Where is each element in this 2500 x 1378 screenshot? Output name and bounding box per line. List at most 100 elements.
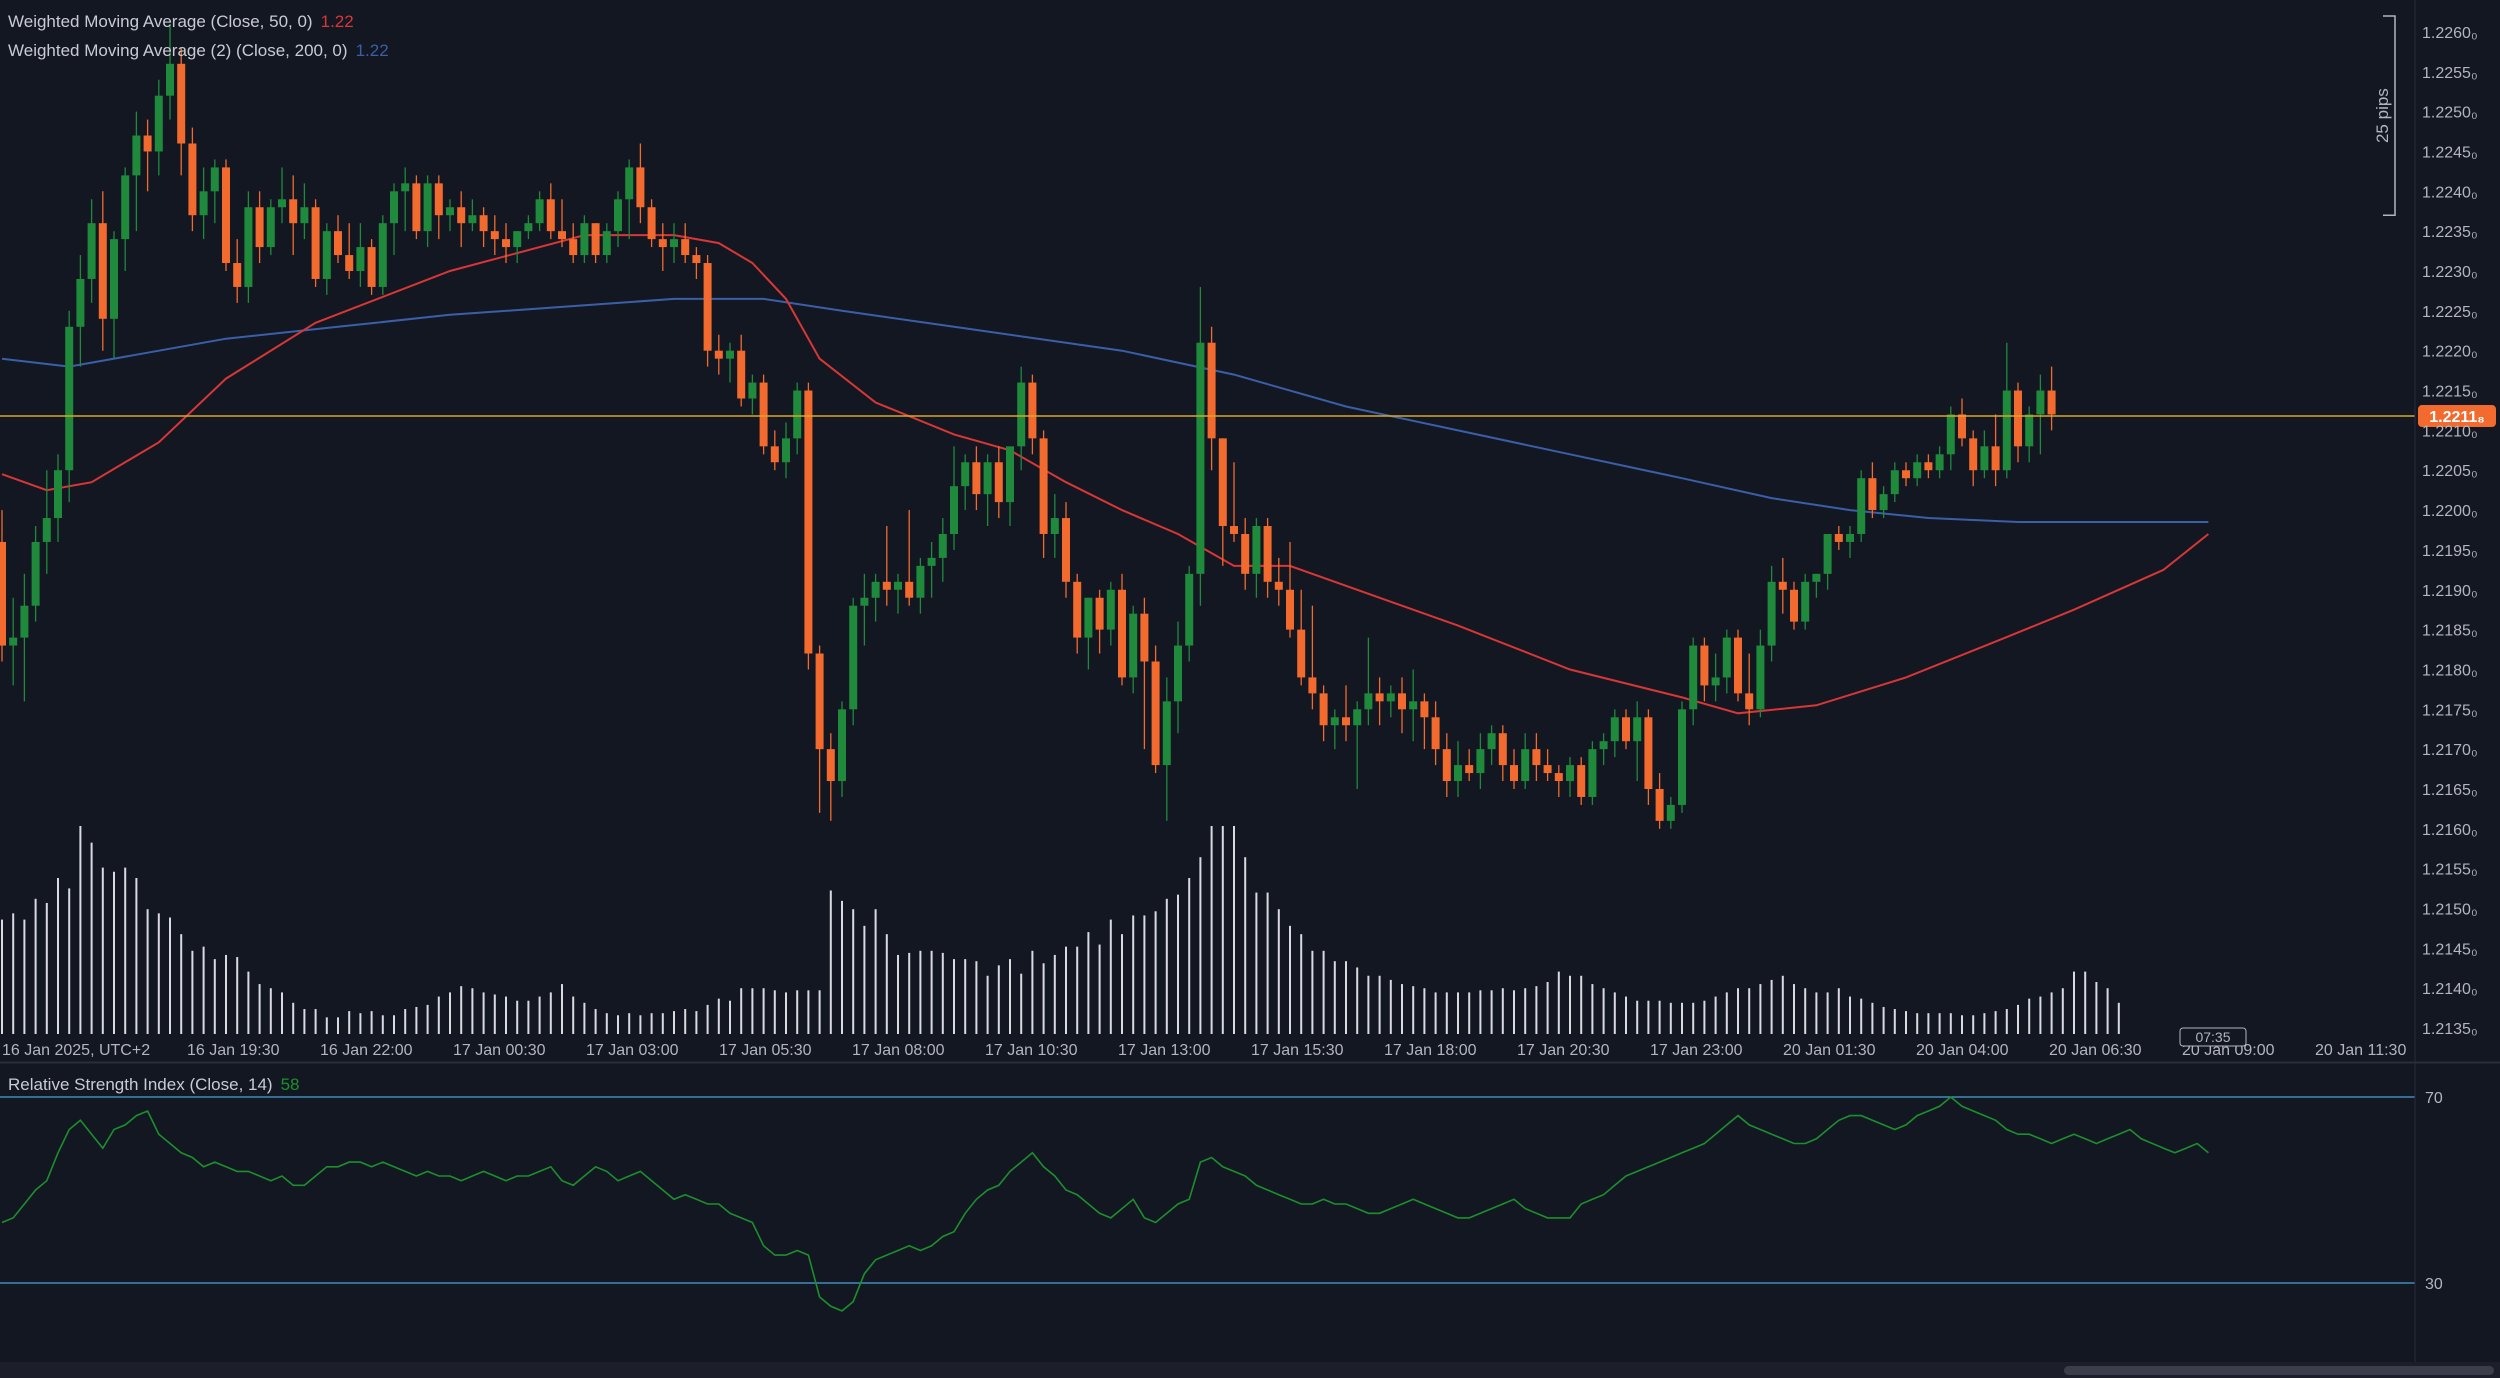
candle-body[interactable] [266,207,275,248]
candle-body[interactable] [300,207,309,224]
candle-body[interactable] [1241,533,1250,574]
candle-body[interactable] [793,390,802,439]
candle-body[interactable] [110,239,118,319]
candle-body[interactable] [1398,693,1406,710]
candle-body[interactable] [1174,645,1182,702]
candle-body[interactable] [1364,693,1373,710]
candle-body[interactable] [748,382,757,399]
candle-body[interactable] [1655,789,1664,821]
candle-body[interactable] [625,167,634,200]
candle-body[interactable] [1902,470,1910,479]
candle-body[interactable] [938,533,947,558]
candle-body[interactable] [1454,765,1462,782]
candle-body[interactable] [255,207,264,248]
candle-body[interactable] [1330,717,1339,726]
candle-body[interactable] [87,223,96,279]
candle-body[interactable] [681,239,690,256]
candle-body[interactable] [468,215,477,224]
candle-body[interactable] [983,462,992,495]
candle-body[interactable] [1767,581,1776,646]
candle-body[interactable] [54,470,62,519]
candle-body[interactable] [1207,342,1216,439]
candle-body[interactable] [961,462,970,487]
candle-body[interactable] [1980,446,1989,471]
candle-body[interactable] [1129,613,1138,678]
candle-body[interactable] [1868,478,1877,511]
candle-body[interactable] [1039,438,1048,534]
candle-body[interactable] [222,167,230,264]
candle-body[interactable] [20,605,29,638]
candle-body[interactable] [1935,454,1944,471]
candle-body[interactable] [1095,597,1104,630]
candle-body[interactable] [1162,701,1171,766]
candle-body[interactable] [177,63,186,144]
candle-body[interactable] [1633,717,1642,742]
candle-body[interactable] [782,438,790,463]
candle-body[interactable] [1017,382,1026,447]
candle-body[interactable] [345,255,354,271]
candle-body[interactable] [244,207,253,287]
candle-body[interactable] [1644,717,1653,789]
candle-body[interactable] [1734,637,1742,694]
candle-body[interactable] [1431,717,1440,750]
candle-body[interactable] [1409,701,1418,710]
candle-body[interactable] [1319,693,1328,726]
candle-body[interactable] [1521,749,1530,782]
candle-body[interactable] [770,446,779,463]
candle-body[interactable] [1890,470,1899,495]
candle-body[interactable] [826,749,835,782]
candle-body[interactable] [849,605,858,710]
candle-body[interactable] [378,223,387,287]
candle-body[interactable] [950,486,958,534]
candle-body[interactable] [1062,518,1070,582]
candle-body[interactable] [1106,589,1115,630]
candle-body[interactable] [636,167,645,208]
candle-body[interactable] [1801,581,1810,622]
candle-body[interactable] [759,382,768,447]
candle-body[interactable] [289,199,298,224]
candle-body[interactable] [1050,518,1059,534]
candle-body[interactable] [1879,494,1888,511]
candle-body[interactable] [210,167,219,192]
candle-body[interactable] [1958,414,1966,439]
candle-body[interactable] [860,597,869,606]
candle-body[interactable] [1498,733,1507,766]
candle-body[interactable] [1790,589,1798,622]
candle-body[interactable] [647,207,656,240]
candle-body[interactable] [714,350,723,359]
candle-body[interactable] [1185,573,1194,646]
candle-body[interactable] [401,183,410,192]
candle-body[interactable] [2025,414,2034,447]
candle-body[interactable] [412,183,421,232]
candle-body[interactable] [121,175,130,240]
candle-body[interactable] [1510,765,1518,782]
candle-body[interactable] [1028,382,1037,439]
candle-body[interactable] [1274,581,1283,590]
candle-body[interactable] [658,239,667,248]
candle-body[interactable] [1946,414,1955,455]
candle-body[interactable] [1812,573,1821,582]
candle-body[interactable] [1532,749,1541,766]
candle-body[interactable] [546,199,555,232]
wma50-legend[interactable]: Weighted Moving Average (Close, 50, 0) 1.… [8,12,354,32]
price-pane[interactable] [0,23,2415,1034]
candle-body[interactable] [166,63,174,96]
candle-body[interactable] [2047,390,2056,415]
rsi-pane[interactable] [0,1095,2415,1312]
candle-body[interactable] [838,709,846,782]
candle-body[interactable] [42,518,51,542]
candle-body[interactable] [1913,462,1922,479]
candle-body[interactable] [726,350,734,359]
candle-body[interactable] [1084,597,1093,638]
candle-body[interactable] [31,541,40,606]
candle-body[interactable] [513,231,522,248]
candle-body[interactable] [390,191,398,224]
candle-body[interactable] [569,239,578,256]
candle-body[interactable] [1543,765,1552,774]
candle-body[interactable] [1118,589,1126,678]
candle-body[interactable] [0,541,6,646]
candle-body[interactable] [1386,693,1395,702]
candle-body[interactable] [815,653,824,750]
candle-body[interactable] [2002,390,2011,471]
candle-body[interactable] [1924,462,1933,471]
